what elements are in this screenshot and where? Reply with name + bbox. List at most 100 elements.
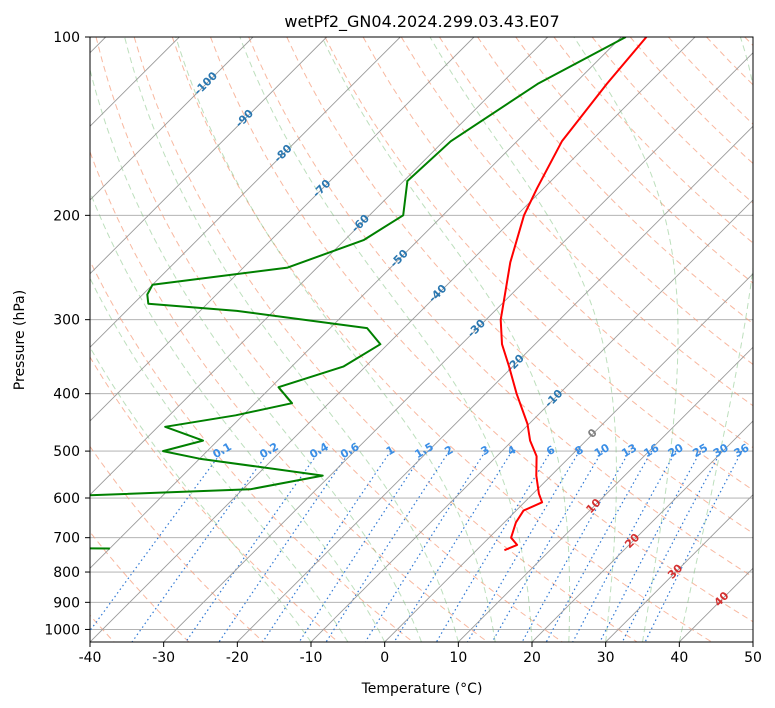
mixing-ratio-label: 36 — [732, 441, 752, 460]
isotherm-label: -70 — [310, 177, 333, 200]
x-tick-label: 20 — [523, 650, 541, 666]
isotherm-line — [457, 346, 753, 642]
y-tick-label: 400 — [53, 387, 80, 403]
mixing-ratio-label: 16 — [641, 441, 661, 460]
y-tick-label: 500 — [53, 444, 80, 460]
mixing-ratio-label: 4 — [505, 443, 518, 458]
isotherm-label: 0 — [585, 426, 600, 441]
x-tick-label: 10 — [449, 650, 467, 666]
mixing-ratio-line — [218, 450, 351, 642]
y-axis-ticks: 100 200 300 400 500 600 700 800 900 1000 — [44, 30, 90, 638]
dry-adiabat-line — [438, 37, 753, 366]
isotherm-line — [90, 37, 622, 569]
mixing-ratio-label: 0.2 — [257, 440, 280, 461]
moist-adiabat-line — [124, 37, 459, 642]
mixing-ratio-label: 6 — [544, 443, 557, 458]
chart-title: wetPf2_GN04.2024.299.03.43.E07 — [284, 12, 559, 32]
x-tick-label: -40 — [79, 650, 102, 666]
dry-adiabat-line — [90, 356, 339, 642]
mixing-ratio-line — [262, 450, 392, 642]
moist-adiabat-line — [678, 37, 753, 642]
mixing-ratio-label: 30 — [711, 441, 731, 460]
isotherm-line — [90, 37, 475, 422]
dry-adiabat-line — [90, 531, 190, 642]
isotherm-line — [752, 641, 753, 642]
dry-adiabat-label: 30 — [665, 561, 685, 581]
isotherm-line — [236, 125, 753, 642]
x-tick-label: -10 — [300, 650, 323, 666]
isotherm-line — [90, 37, 401, 348]
dry-adiabat-line — [553, 37, 753, 244]
mixing-ratio-label: 2 — [442, 443, 455, 458]
dry-adiabat-line — [90, 445, 264, 642]
isotherm-line — [384, 273, 753, 642]
moist-adiabat-line — [321, 37, 571, 642]
moist-adiabat-line — [239, 37, 533, 642]
isotherm-line — [310, 199, 753, 642]
mixing-ratio-line — [90, 450, 223, 632]
isobar-gridlines — [90, 37, 753, 630]
mixing-ratio-line — [545, 450, 653, 642]
mixing-ratio-label: 0.1 — [210, 440, 233, 461]
profile-line — [90, 37, 627, 550]
moist-adiabat-line — [90, 277, 349, 642]
mixing-ratio-line — [572, 450, 677, 642]
isotherm-line — [90, 37, 254, 201]
moist-adiabat-line — [573, 37, 679, 642]
x-tick-label: 40 — [670, 650, 688, 666]
isotherm-line — [90, 37, 696, 642]
y-tick-label: 800 — [53, 565, 80, 581]
x-tick-label: -30 — [152, 650, 175, 666]
moist-adiabat-line — [90, 190, 386, 642]
isotherm-label: -40 — [426, 282, 449, 305]
isotherm-label: -90 — [233, 107, 256, 130]
isotherm-line — [678, 567, 753, 642]
mixing-ratio-line — [599, 450, 702, 642]
isotherm-line — [605, 494, 753, 642]
mixing-ratio-line — [435, 450, 552, 642]
mixing-ratio-label: 20 — [666, 441, 686, 460]
dry-adiabat-line — [90, 259, 414, 642]
dry-adiabat-line — [744, 37, 753, 47]
y-axis-label: Pressure (hPa) — [12, 290, 28, 390]
y-tick-label: 100 — [53, 30, 80, 46]
isotherm-line — [90, 37, 328, 275]
mixing-ratio-label: 10 — [592, 441, 612, 460]
mixing-ratio-lines — [90, 450, 743, 642]
dry-adiabats — [90, 37, 753, 642]
mixing-ratio-label: 13 — [619, 441, 639, 460]
dry-adiabat-line — [477, 37, 753, 325]
dry-adiabat-line — [591, 37, 753, 204]
mixing-ratio-line — [131, 450, 270, 642]
mixing-ratio-line — [466, 450, 580, 642]
dry-adiabat-line — [95, 37, 563, 642]
mixing-ratio-line — [298, 450, 425, 642]
dry-adiabat-line — [706, 37, 753, 86]
moist-adiabat-line — [175, 37, 496, 642]
x-axis-ticks: -40 -30 -20 -10 0 10 20 30 40 50 — [79, 642, 762, 666]
isotherm-line — [531, 420, 753, 642]
dry-adiabat-line — [210, 37, 753, 623]
dry-adiabat-line — [90, 150, 488, 642]
profile-line — [499, 37, 648, 552]
dry-adiabat-line — [133, 37, 638, 642]
plot-area: 0.1 0.2 0.4 0.6 1 1.5 2 3 4 6 8 10 13 16 20 25 30 36-100-… — [90, 37, 753, 642]
dry-adiabat-line — [668, 37, 753, 125]
x-axis-label: Temperature (°C) — [361, 681, 483, 697]
mixing-ratio-label: 0.6 — [338, 440, 362, 461]
mixing-ratio-label: 8 — [573, 443, 586, 458]
y-tick-label: 300 — [53, 313, 80, 329]
dry-adiabat-line — [248, 37, 753, 578]
mixing-ratio-line — [621, 450, 722, 642]
profile-lines — [90, 37, 648, 552]
moist-adiabat-line — [90, 67, 422, 642]
x-tick-label: -20 — [226, 650, 249, 666]
y-tick-label: 900 — [53, 595, 80, 611]
y-tick-label: 700 — [53, 531, 80, 547]
dry-adiabat-line — [324, 37, 753, 491]
dry-adiabat-label: 20 — [622, 531, 642, 551]
isotherm-line — [90, 37, 549, 496]
y-tick-label: 1000 — [44, 622, 80, 638]
mixing-ratio-line — [325, 450, 450, 642]
moist-adiabat-line — [429, 37, 617, 642]
